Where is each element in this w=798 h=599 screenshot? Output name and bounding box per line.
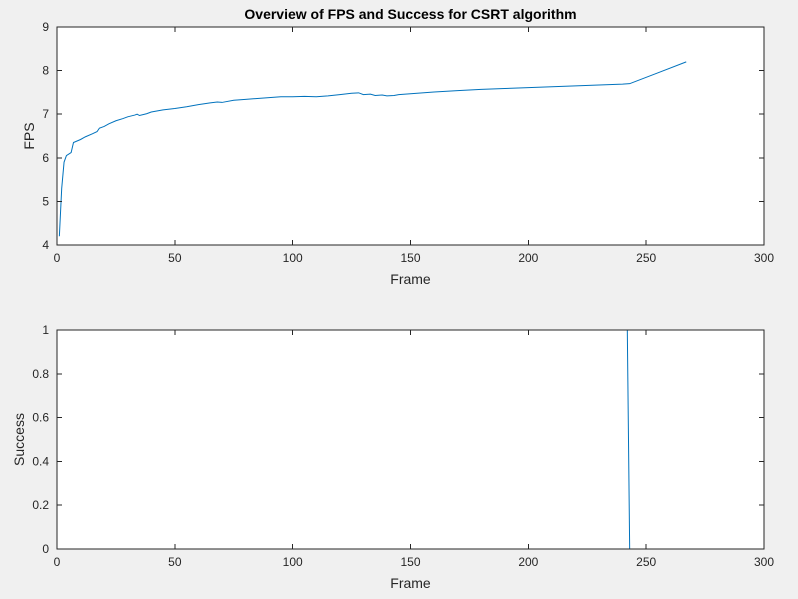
y-tick-label: 0.4: [32, 454, 49, 468]
x-tick-label: 250: [636, 555, 656, 569]
series-line-0: [58, 61, 687, 237]
x-tick-label: 300: [754, 251, 774, 265]
y-tick-label: 8: [42, 64, 49, 78]
x-tick-label: 150: [400, 251, 420, 265]
x-axis-label: Frame: [390, 271, 431, 287]
x-tick-label: 100: [283, 555, 303, 569]
y-tick-label: 0.8: [32, 367, 49, 381]
x-tick-label: 100: [283, 251, 303, 265]
x-tick-label: 50: [168, 251, 182, 265]
y-axis-label: FPS: [21, 122, 37, 149]
x-tick-label: 200: [518, 555, 538, 569]
y-tick-label: 1: [42, 323, 49, 337]
x-tick-label: 0: [54, 555, 61, 569]
y-tick-label: 0.2: [32, 498, 49, 512]
y-tick-label: 6: [42, 151, 49, 165]
success-subplot: 0 50 100 150 200 250 300 0 0.2 0.4 0.6 0.8 1 Frame Suc…: [11, 323, 774, 591]
fps-subplot: 0 50 100 150 200 250 300 4 5 6 7 8 9 Frame FPS Overview…: [21, 6, 774, 287]
x-tick-label: 200: [518, 251, 538, 265]
y-axis-label: Success: [11, 413, 27, 466]
x-tick-label: 150: [400, 555, 420, 569]
x-tick-label: 0: [54, 251, 61, 265]
x-tick-label: 250: [636, 251, 656, 265]
x-tick-label: 300: [754, 555, 774, 569]
plot-area: [57, 27, 764, 245]
y-tick-label: 9: [42, 20, 49, 34]
y-tick-label: 4: [42, 238, 49, 252]
y-tick-label: 0.6: [32, 411, 49, 425]
chart-title: Overview of FPS and Success for CSRT alg…: [244, 6, 576, 22]
plot-area: [57, 330, 764, 549]
x-tick-label: 50: [168, 555, 182, 569]
y-tick-label: 0: [42, 542, 49, 556]
x-axis-label: Frame: [390, 575, 431, 591]
y-tick-label: 5: [42, 194, 49, 208]
y-tick-label: 7: [42, 107, 49, 121]
